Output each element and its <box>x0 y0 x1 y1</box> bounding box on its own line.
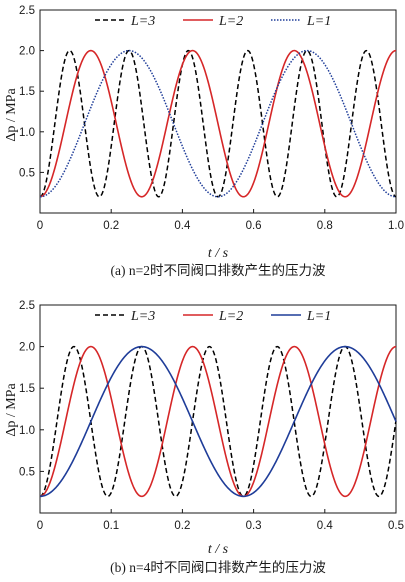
y-tick-label: 2.0 <box>19 342 35 354</box>
plot-frame <box>39 9 397 214</box>
x-tick-label: 0.4 <box>174 220 191 232</box>
legend-label: L=2 <box>218 14 243 29</box>
x-tick-label: 0.5 <box>388 520 404 532</box>
x-tick-label: 0.3 <box>246 520 262 532</box>
y-tick-label: 2.5 <box>19 300 35 312</box>
x-axis-label: t / s <box>208 246 229 261</box>
series-line-L2 <box>39 49 397 198</box>
x-tick-label: 0.4 <box>317 520 334 532</box>
y-axis-label: Δp / MPa <box>4 383 19 437</box>
y-tick-label: 2.5 <box>19 5 35 17</box>
chart-panel-a: 0 0.2 0.4 0.6 0.8 1.0 0.5 1.0 1.5 2.0 2.5 L=3 L=2 L=… <box>4 5 404 278</box>
series-line-L2 <box>39 345 397 498</box>
y-axis-label: Δp / MPa <box>4 88 19 142</box>
x-tick-label: 0 <box>37 520 43 532</box>
series-line-L3 <box>39 345 397 498</box>
y-tick-label: 1.0 <box>19 425 35 437</box>
x-tick-label: 1.0 <box>388 220 404 232</box>
x-tick-label: 0.6 <box>246 220 262 232</box>
y-tick-label: 0.5 <box>19 466 35 478</box>
series-line-L1 <box>39 49 397 198</box>
x-axis-label: t / s <box>208 542 229 557</box>
chart-panel-b: 0 0.1 0.2 0.3 0.4 0.5 0.5 1.0 1.5 2.0 2.5 L=3 L=2 L=… <box>4 300 404 575</box>
legend-label: L=1 <box>306 14 331 29</box>
caption: (a) n=2时不同阀口排数产生的压力波 <box>111 263 326 278</box>
series-line-L1 <box>39 345 397 498</box>
legend-label: L=3 <box>130 309 155 324</box>
y-tick-label: 0.5 <box>19 167 35 179</box>
y-tick-label: 1.5 <box>19 86 35 98</box>
x-tick-label: 0.8 <box>317 220 333 232</box>
legend-label: L=3 <box>130 14 155 29</box>
y-tick-label: 1.0 <box>19 127 35 139</box>
series-line-L3 <box>39 49 397 198</box>
y-tick-label: 1.5 <box>19 383 35 395</box>
legend-label: L=1 <box>306 309 331 324</box>
x-tick-label: 0.1 <box>103 520 119 532</box>
x-tick-label: 0.2 <box>103 220 119 232</box>
x-tick-label: 0.2 <box>174 520 190 532</box>
caption: (b) n=4时不同阀口排数产生的压力波 <box>110 560 326 575</box>
x-tick-label: 0 <box>37 220 43 232</box>
legend-label: L=2 <box>218 309 243 324</box>
plot-frame <box>39 304 397 514</box>
y-tick-label: 2.0 <box>19 46 35 58</box>
